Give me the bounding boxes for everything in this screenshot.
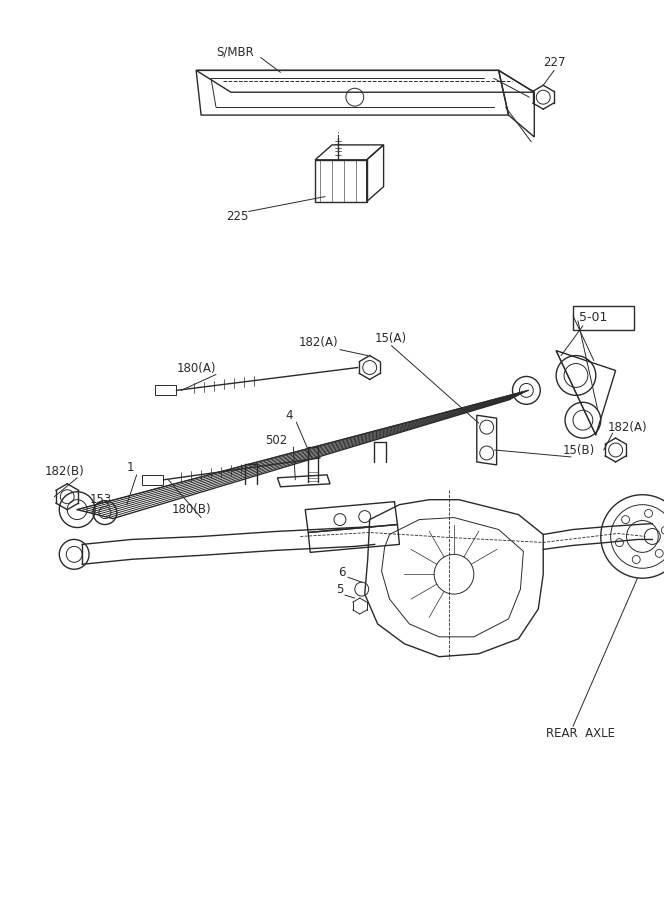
Text: 5-01: 5-01 (579, 311, 608, 324)
Text: REAR  AXLE: REAR AXLE (546, 726, 615, 740)
Text: 182(A): 182(A) (298, 337, 338, 349)
Text: 6: 6 (338, 566, 346, 579)
Text: 225: 225 (226, 210, 248, 223)
Text: 5: 5 (336, 582, 344, 596)
Text: 182(A): 182(A) (608, 420, 647, 434)
Text: 227: 227 (543, 56, 566, 69)
Text: S/MBR: S/MBR (216, 46, 253, 59)
Text: 153: 153 (90, 493, 112, 506)
Text: 15(B): 15(B) (563, 444, 596, 456)
Text: 4: 4 (285, 409, 293, 422)
Text: 15(A): 15(A) (375, 332, 407, 346)
Text: 1: 1 (127, 462, 134, 474)
Text: 182(B): 182(B) (45, 465, 84, 479)
Text: 180(B): 180(B) (171, 503, 211, 516)
Text: 502: 502 (265, 434, 288, 446)
Text: 180(A): 180(A) (176, 362, 216, 375)
